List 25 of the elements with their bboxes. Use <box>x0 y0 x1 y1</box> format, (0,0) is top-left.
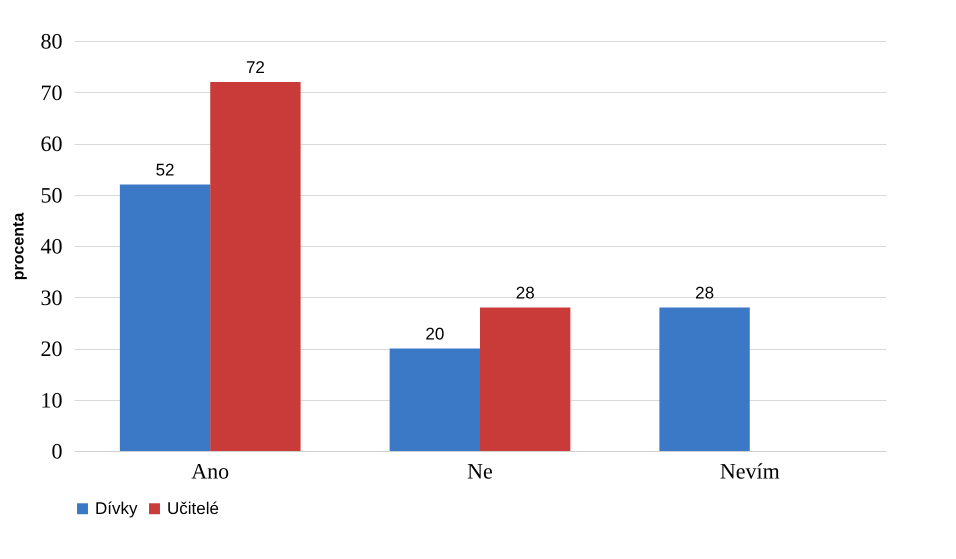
legend-label: Dívky <box>95 498 138 518</box>
y-tick-label: 0 <box>52 438 62 464</box>
y-tick-label: 80 <box>40 28 62 54</box>
y-tick-label: 20 <box>40 336 62 361</box>
data-label: 28 <box>516 284 535 302</box>
data-label: 20 <box>425 324 444 344</box>
y-tick-label: 40 <box>40 234 62 258</box>
y-tick-label: 60 <box>40 131 62 156</box>
x-tick-label: Nevím <box>720 458 780 484</box>
bar <box>390 348 480 451</box>
legend-label: Učitelé <box>167 498 219 518</box>
bar <box>480 308 570 451</box>
bar <box>210 82 301 451</box>
data-label: 28 <box>695 284 714 302</box>
y-tick-label: 50 <box>40 182 62 208</box>
y-tick-label: 10 <box>40 387 62 412</box>
data-label: 52 <box>156 160 175 180</box>
x-tick-label: Ne <box>467 458 493 484</box>
y-tick-label: 70 <box>40 80 62 105</box>
y-axis-title: procenta <box>10 212 28 280</box>
bar <box>659 308 750 451</box>
x-tick-label: Ano <box>191 458 230 484</box>
bar <box>120 184 210 451</box>
data-label: 72 <box>246 58 265 77</box>
y-tick-label: 30 <box>40 284 62 310</box>
